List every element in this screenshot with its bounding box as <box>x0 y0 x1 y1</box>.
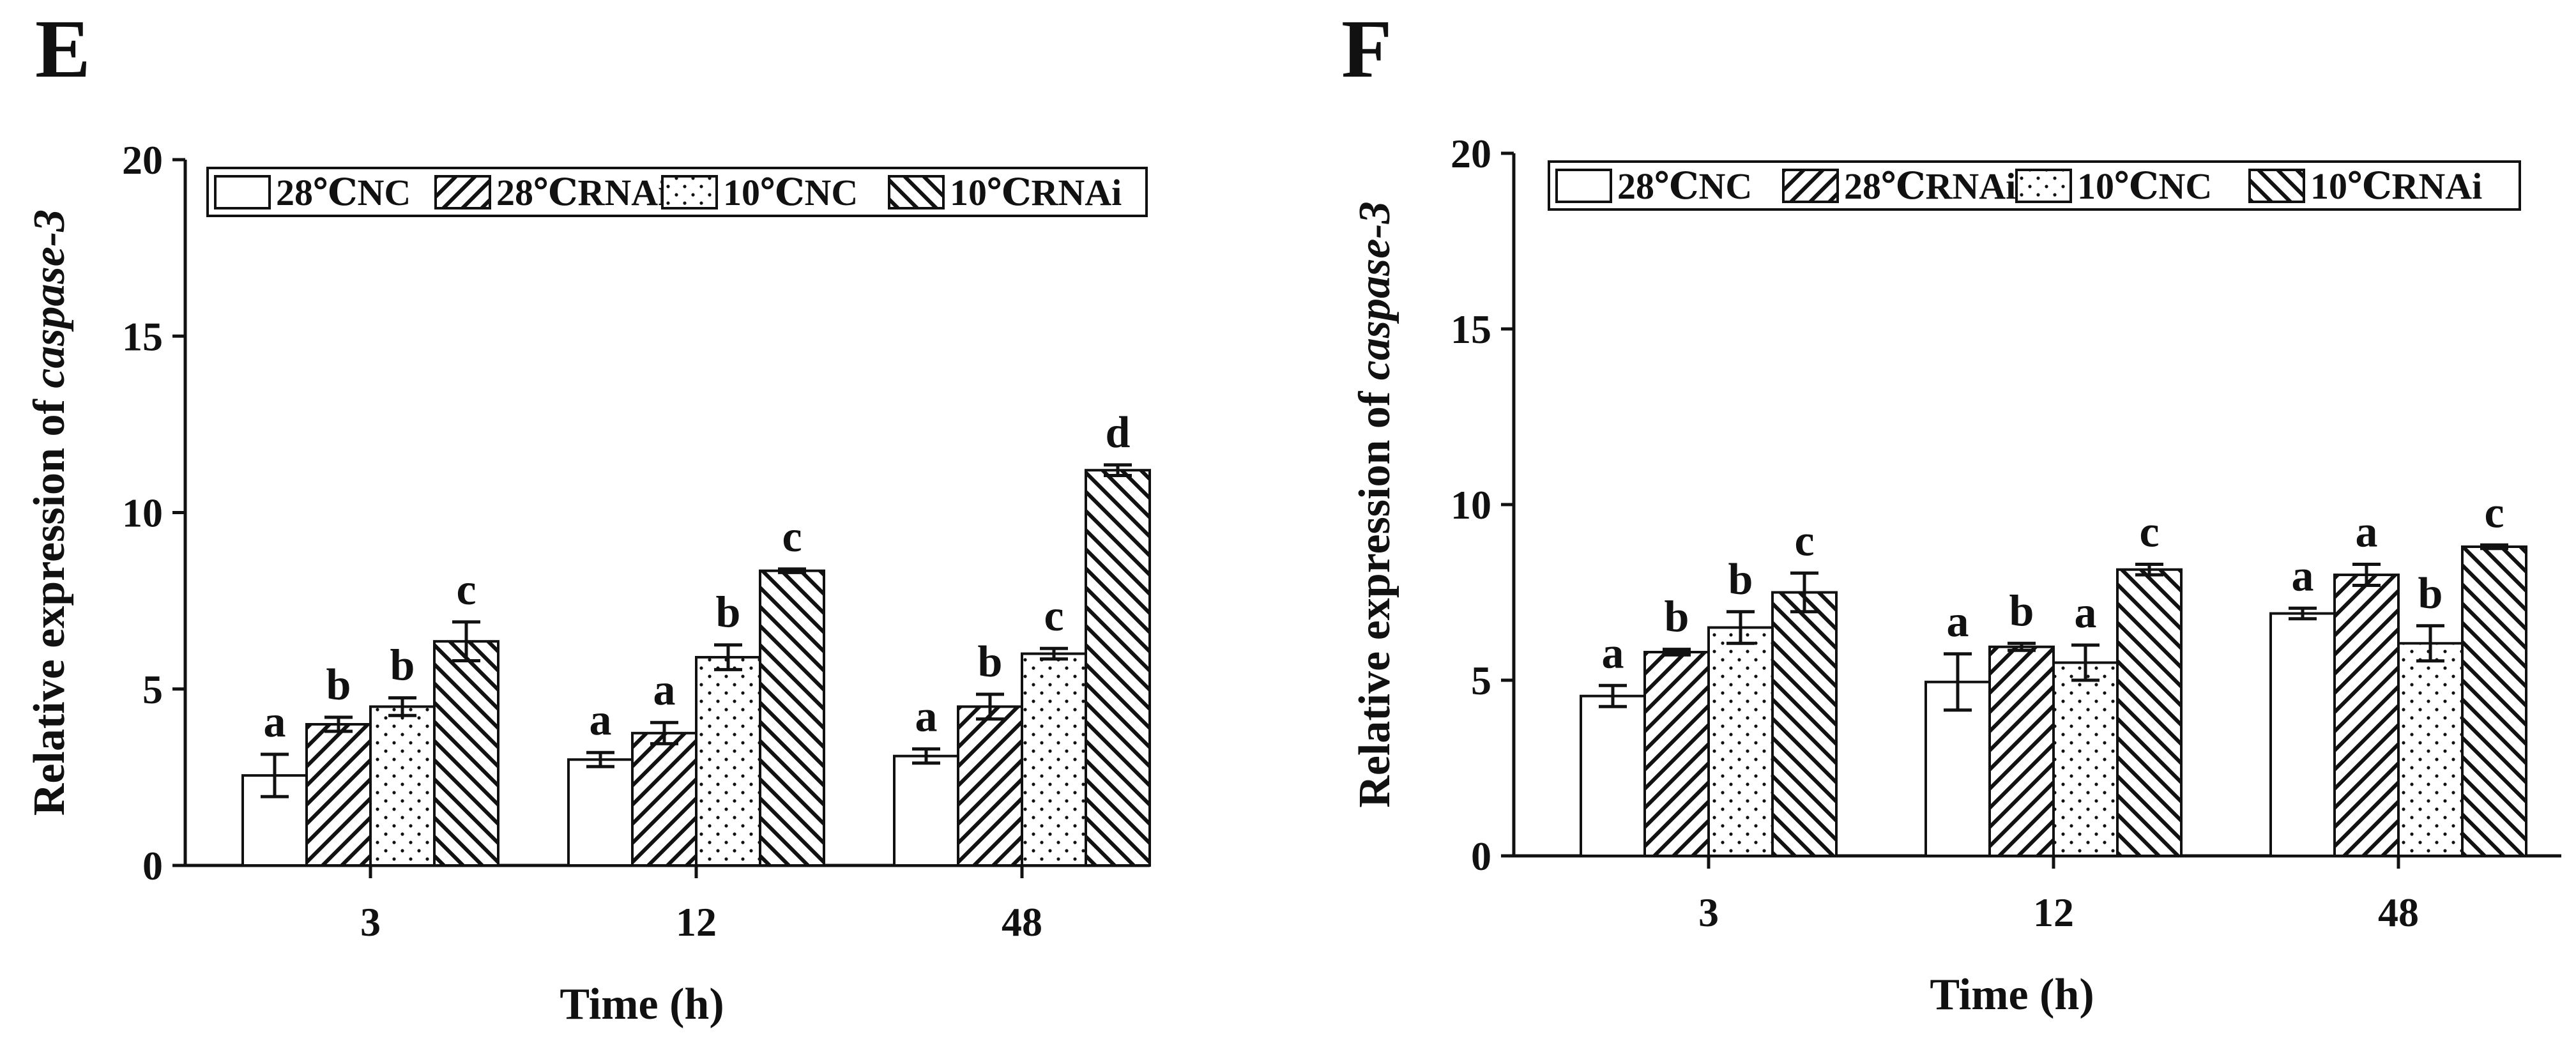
bar <box>1707 626 1774 857</box>
y-tick-label: 10 <box>122 491 163 536</box>
significance-letter: a <box>653 666 676 715</box>
bar <box>1021 652 1087 867</box>
legend-swatch <box>2248 169 2305 203</box>
bar <box>433 640 499 867</box>
x-axis-title: Time (h) <box>560 980 724 1029</box>
significance-letter: d <box>1106 408 1131 457</box>
significance-letter: b <box>1728 555 1753 604</box>
y-tick-label: 0 <box>1471 834 1491 879</box>
bar <box>2269 612 2336 857</box>
bar <box>567 758 634 867</box>
y-axis-title: Relative expression of caspase-3 <box>25 209 74 816</box>
bar <box>2052 661 2119 857</box>
panel-letter: F <box>1341 3 1392 95</box>
bar <box>1580 694 1646 857</box>
y-tick-label: 20 <box>122 137 163 183</box>
y-tick-label: 15 <box>122 314 163 359</box>
y-tick-label: 20 <box>1451 131 1491 176</box>
legend-label: 28℃RNAi <box>496 172 668 213</box>
significance-letter: b <box>978 637 1003 687</box>
legend-label: 10℃NC <box>723 172 858 213</box>
y-tick-label: 10 <box>1451 482 1491 528</box>
y-axis-title-prefix: Relative expression of <box>25 388 74 816</box>
x-tick-label: 48 <box>2378 890 2419 935</box>
significance-letter: c <box>1044 591 1063 641</box>
significance-letter: c <box>2139 508 2159 557</box>
bar <box>1643 651 1710 857</box>
y-axis-title-gene: caspase-3 <box>25 209 74 388</box>
significance-letter: b <box>716 588 741 637</box>
legend-label: 10℃RNAi <box>2310 165 2482 207</box>
significance-letter: a <box>1947 597 1969 646</box>
panel-letter: E <box>35 3 91 95</box>
significance-letter: c <box>1794 516 1814 565</box>
bar <box>957 705 1023 867</box>
x-tick-label: 12 <box>2033 890 2074 935</box>
y-tick-label: 5 <box>1471 658 1491 703</box>
chart-panel-f: F 0 5 10 15 20 Relative expression of caspase-… <box>1341 3 2561 1019</box>
significance-letter: a <box>264 697 286 747</box>
legend-swatch <box>1782 169 1839 203</box>
bar <box>1988 645 2055 857</box>
significance-letter: b <box>2009 586 2034 636</box>
legend-label: 28℃NC <box>1617 165 1752 207</box>
y-axis-title-gene: caspase-3 <box>1350 201 1399 380</box>
legend-swatch <box>888 175 945 209</box>
bar <box>2397 642 2464 857</box>
legend-swatch <box>1555 169 1612 203</box>
bar <box>305 723 372 867</box>
y-axis-title: Relative expression of caspase-3 <box>1350 201 1399 807</box>
legend-label: 10℃NC <box>2077 165 2212 207</box>
significance-letter: b <box>2418 569 2443 618</box>
significance-letter: a <box>2075 588 2097 637</box>
significance-letter: a <box>590 696 612 745</box>
bar <box>695 656 761 867</box>
significance-letter: a <box>2356 508 2378 557</box>
significance-letter: c <box>456 565 476 614</box>
y-tick-label: 5 <box>142 667 163 712</box>
significance-letter: b <box>1665 593 1689 642</box>
bar <box>1771 591 1838 857</box>
legend-swatch <box>434 175 491 209</box>
x-axis-title: Time (h) <box>1930 970 2094 1019</box>
chart-panel-e: E 0 5 10 15 20 Relative expression of caspase-… <box>25 3 1151 1029</box>
significance-letter: b <box>390 641 415 690</box>
significance-letter: a <box>2292 551 2314 600</box>
x-tick-label: 48 <box>1002 899 1042 945</box>
y-axis-title-prefix: Relative expression of <box>1350 380 1399 807</box>
x-tick-label: 3 <box>360 899 381 945</box>
bar <box>2461 545 2527 857</box>
legend-swatch <box>2015 169 2072 203</box>
bar <box>2333 574 2400 857</box>
significance-letter: b <box>326 660 351 710</box>
legend-swatch <box>214 175 271 209</box>
significance-letter: a <box>1602 628 1624 678</box>
x-tick-label: 12 <box>676 899 717 945</box>
bar <box>369 705 436 867</box>
y-tick-label: 15 <box>1451 307 1491 352</box>
legend-swatch <box>661 175 718 209</box>
legend-label: 10℃RNAi <box>950 172 1122 213</box>
significance-letter: a <box>915 692 938 742</box>
chart-root: E 0 5 10 15 20 Relative expression of caspase-… <box>25 3 2561 1029</box>
y-tick-label: 0 <box>142 843 163 888</box>
bar <box>893 754 959 867</box>
significance-letter: c <box>782 512 802 561</box>
x-tick-label: 3 <box>1698 890 1719 935</box>
bar <box>631 731 697 867</box>
bar <box>1085 469 1151 867</box>
bar <box>2116 568 2183 857</box>
significance-letter: c <box>2484 488 2504 537</box>
bar <box>759 569 825 867</box>
legend-label: 28℃RNAi <box>1844 165 2016 207</box>
legend-label: 28℃NC <box>276 172 411 213</box>
